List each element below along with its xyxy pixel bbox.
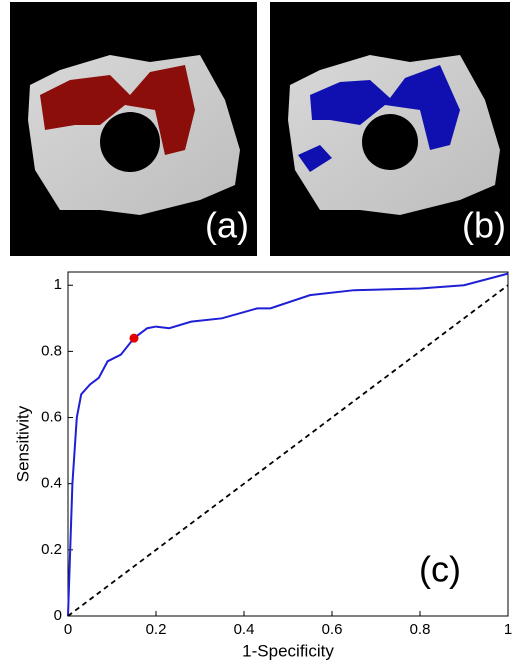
y-tick-label: 0.2 (41, 541, 62, 558)
hole (100, 112, 160, 172)
hole (362, 114, 418, 170)
panel-label: (a) (205, 205, 249, 246)
x-tick-label: 1 (504, 621, 512, 638)
y-tick-label: 0 (54, 607, 62, 624)
y-tick-label: 0.4 (41, 475, 62, 492)
x-axis-label: 1-Specificity (242, 641, 334, 660)
panel-label: (b) (462, 205, 506, 246)
figure: (a) (b) 0 0.2 0.4 0.6 0.8 1 0 0.2 0.4 0.6 0.8 1 1-Sp… (0, 0, 512, 666)
x-tick-label: 0.6 (322, 621, 343, 638)
annotation: (c) (419, 549, 461, 590)
x-tick-label: 0 (64, 621, 72, 638)
x-tick-label: 0.2 (146, 621, 167, 638)
y-tick-label: 0.6 (41, 409, 62, 426)
panel-a: (a) (10, 2, 257, 256)
y-tick-label: 1 (54, 276, 62, 293)
x-tick-label: 0.8 (410, 621, 431, 638)
y-tick-label: 0.8 (41, 342, 62, 359)
panel-b: (b) (270, 2, 510, 256)
x-tick-label: 0.4 (234, 621, 255, 638)
operating-point (130, 334, 139, 343)
y-axis-label: Sensitivity (13, 405, 32, 482)
